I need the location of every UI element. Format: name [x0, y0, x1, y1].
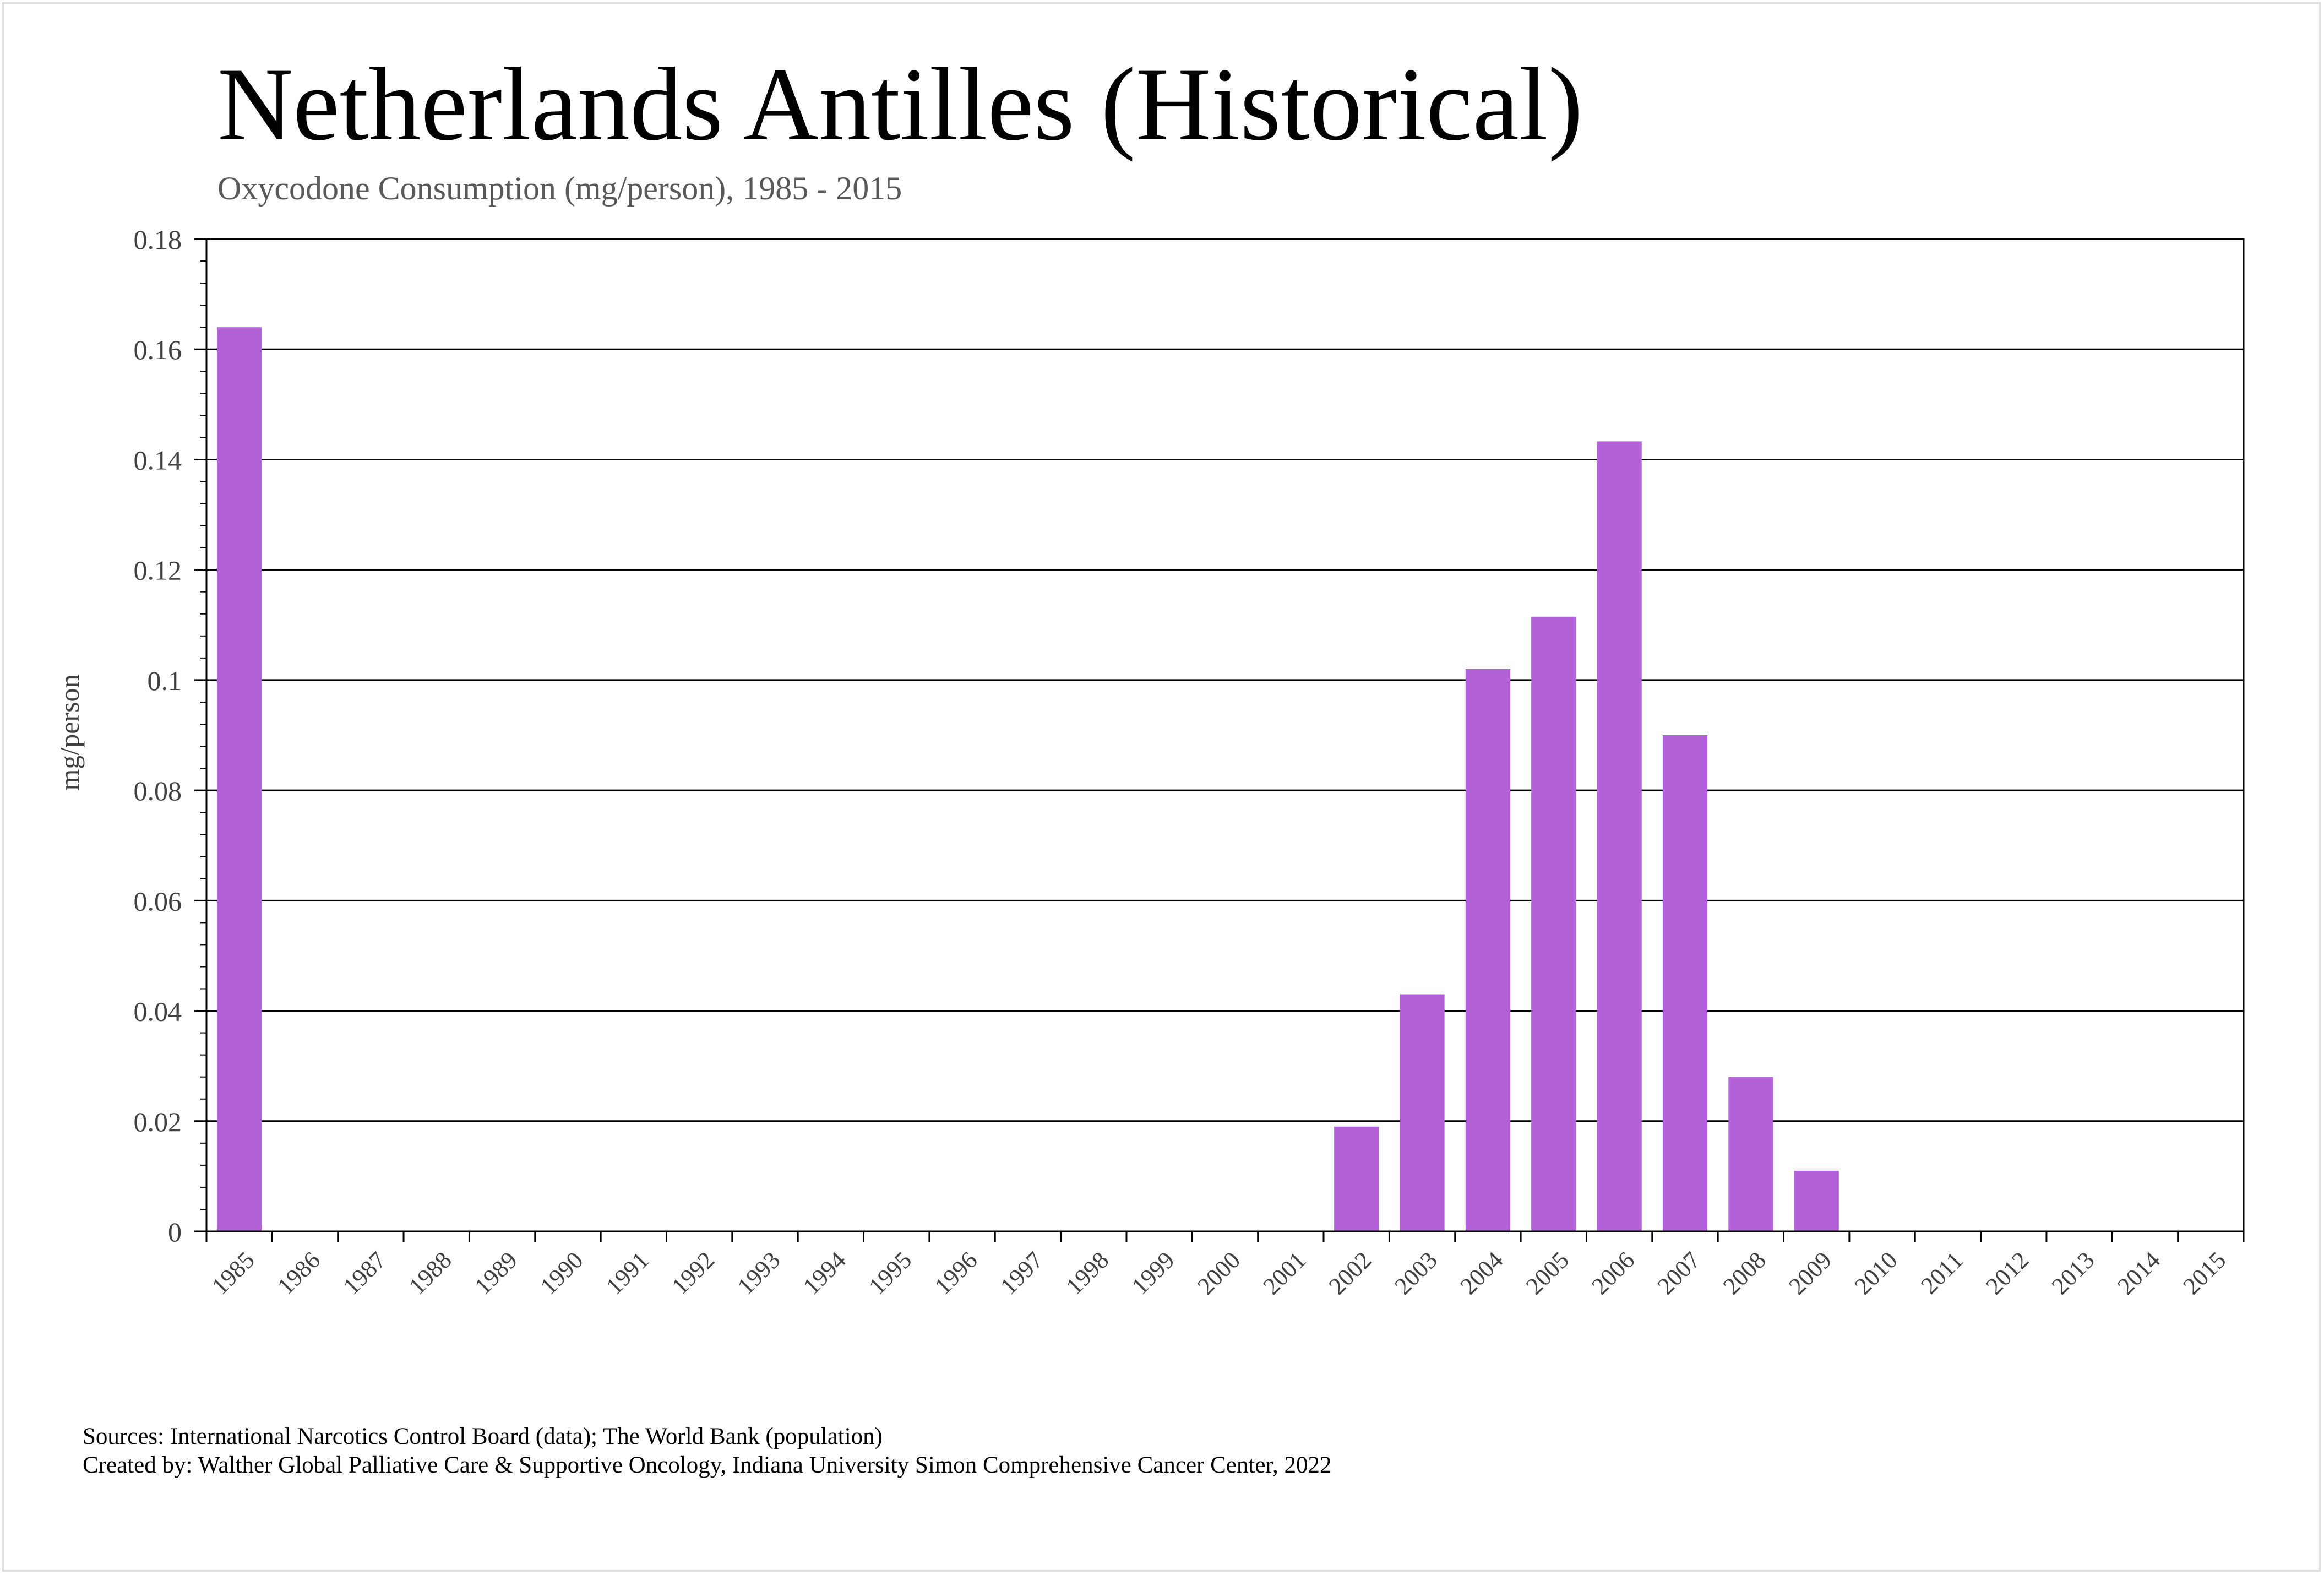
x-tick-label: 2004 — [1455, 1246, 1509, 1300]
bar-2003 — [1400, 994, 1445, 1231]
bar-2002 — [1334, 1126, 1379, 1231]
credits-note: Created by: Walther Global Palliative Ca… — [83, 1452, 1332, 1478]
y-tick-label: 0.08 — [134, 775, 182, 806]
x-tick-label: 2012 — [1980, 1246, 2034, 1300]
x-tick-label: 1987 — [338, 1246, 391, 1300]
footer: Sources: International Narcotics Control… — [83, 1422, 1332, 1480]
y-tick-label: 0.12 — [134, 555, 182, 586]
x-tick-label: 2000 — [1192, 1246, 1245, 1300]
x-tick-label: 1991 — [601, 1246, 654, 1300]
y-tick-label: 0.16 — [134, 334, 182, 365]
x-tick-label: 2010 — [1849, 1246, 1903, 1300]
x-tick-label: 1999 — [1126, 1246, 1180, 1300]
plot-border — [205, 238, 2245, 1232]
x-tick-label: 2013 — [2047, 1246, 2100, 1300]
bar-1985 — [217, 327, 262, 1232]
x-tick-label: 2011 — [1915, 1246, 1968, 1299]
x-tick-label: 1992 — [666, 1246, 720, 1300]
gridlines — [206, 238, 2244, 1122]
y-axis-label: mg/person — [54, 674, 85, 790]
x-tick-label: 1996 — [929, 1246, 983, 1300]
x-tick-label: 1994 — [798, 1246, 851, 1300]
x-tick-label: 2001 — [1258, 1246, 1311, 1300]
x-tick-label: 1988 — [404, 1246, 457, 1300]
bar-2004 — [1465, 669, 1510, 1231]
x-tick-label: 2005 — [1521, 1246, 1574, 1300]
x-tick-label: 1986 — [272, 1246, 325, 1300]
chart-subtitle: Oxycodone Consumption (mg/person), 1985 … — [217, 170, 902, 207]
x-tick-label: 2009 — [1783, 1246, 1837, 1300]
x-tick-label: 1997 — [995, 1246, 1048, 1300]
x-tick-label: 2007 — [1652, 1246, 1706, 1300]
x-tick-label: 1995 — [863, 1246, 917, 1300]
x-tick-label: 1993 — [732, 1246, 786, 1300]
x-tick-label: 2015 — [2178, 1246, 2232, 1300]
bar-2007 — [1662, 735, 1708, 1231]
x-tick-labels: 1985 1986 1987 1988 1989 1990 1991 1992 1993 1994… — [206, 1246, 2232, 1300]
x-tick-label: 2014 — [2112, 1246, 2165, 1300]
x-tick-label: 1990 — [535, 1246, 589, 1300]
y-tick-labels: 0 0.02 0.04 0.06 0.08 0.1 0.12 0.14 0.16 0.18 — [134, 224, 182, 1247]
y-tick-label: 0.14 — [134, 444, 182, 475]
x-tick-label: 1998 — [1060, 1246, 1114, 1300]
x-tick-label: 2003 — [1389, 1246, 1443, 1300]
bar-2008 — [1728, 1077, 1773, 1231]
x-tick-label: 1989 — [469, 1246, 523, 1300]
x-tick-label: 2008 — [1718, 1246, 1771, 1300]
y-tick-label: 0.06 — [134, 886, 182, 916]
y-tick-label: 0.02 — [134, 1106, 182, 1137]
x-tick-label: 2006 — [1586, 1246, 1640, 1300]
y-tick-label: 0.04 — [134, 996, 182, 1027]
y-tick-label: 0.1 — [148, 665, 182, 696]
axes — [194, 238, 2245, 1242]
y-tick-label: 0.18 — [134, 224, 182, 255]
bar-2006 — [1597, 441, 1642, 1232]
sources-note: Sources: International Narcotics Control… — [83, 1424, 883, 1449]
bars — [217, 327, 1839, 1232]
x-tick-label: 2002 — [1324, 1246, 1377, 1300]
y-tick-label: 0 — [168, 1216, 182, 1247]
bar-2005 — [1531, 616, 1576, 1231]
x-tick-label: 1985 — [206, 1246, 260, 1300]
bar-2009 — [1794, 1170, 1839, 1231]
chart-title: Netherlands Antilles (Historical) — [217, 47, 1583, 162]
